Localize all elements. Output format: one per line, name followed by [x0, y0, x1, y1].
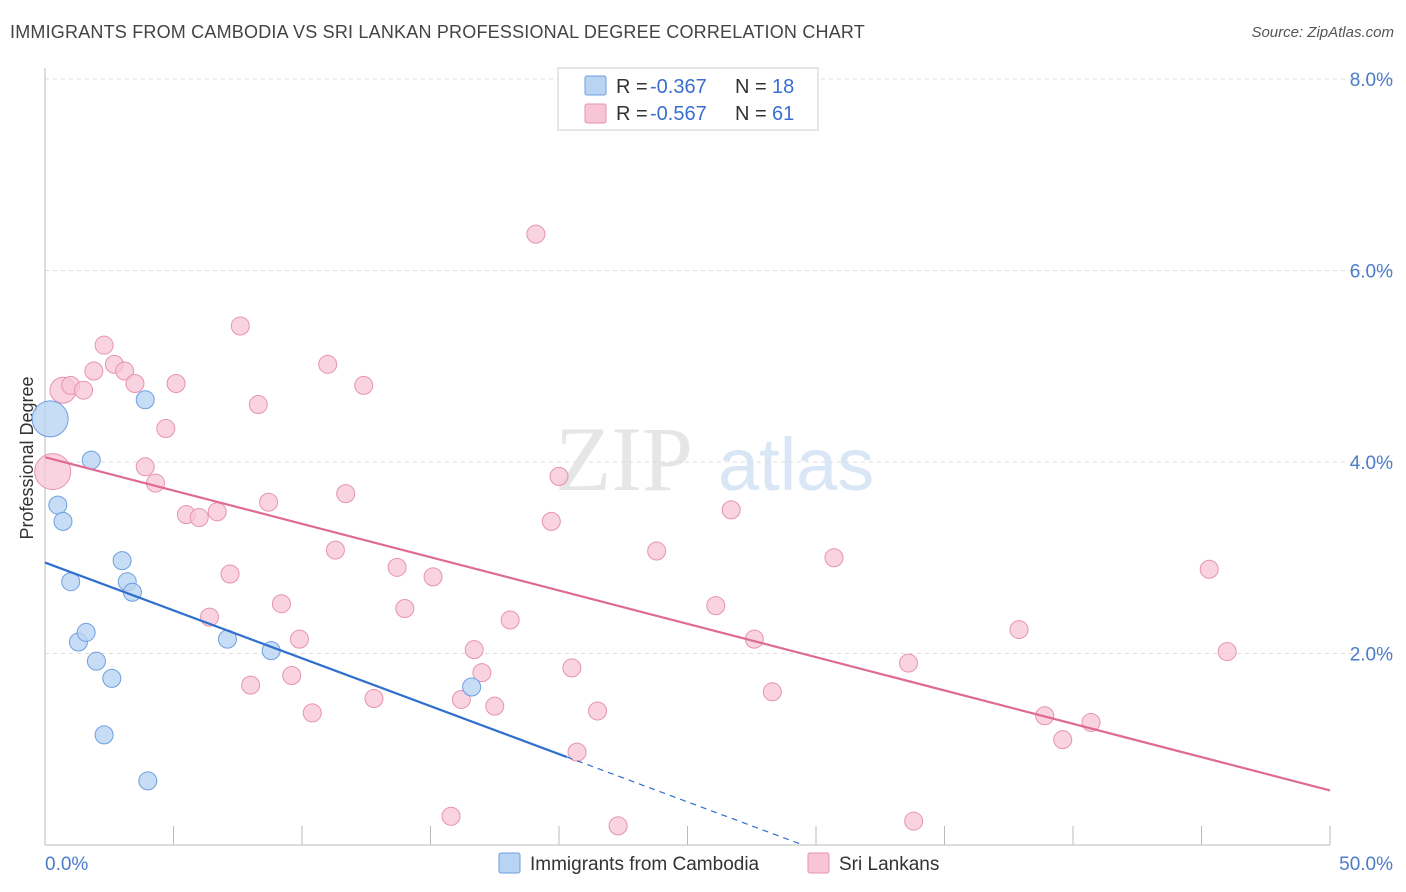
srilanka-point: [241, 675, 261, 695]
legend-n-label-cambodia: N =: [735, 76, 767, 98]
srilanka-point: [166, 373, 186, 393]
srilanka-point: [1053, 730, 1073, 750]
series-legend: Immigrants from Cambodia Sri Lankans: [498, 852, 939, 875]
chart-title: IMMIGRANTS FROM CAMBODIA VS SRI LANKAN P…: [10, 22, 865, 42]
srilanka-point: [189, 508, 209, 528]
y-tick-label: 6.0%: [1350, 262, 1393, 283]
srilanka-point: [146, 473, 166, 493]
srilanka-point: [549, 466, 569, 486]
legend-n-value-srilanka: 61: [772, 103, 794, 125]
legend-n-value-cambodia: 18: [772, 76, 794, 98]
srilanka-point: [464, 640, 484, 660]
cambodia-point: [86, 651, 106, 671]
srilanka-swatch: [584, 103, 607, 124]
gridlines: [45, 78, 1393, 654]
watermark-atlas: atlas: [718, 423, 874, 506]
watermark-zip: ZIP: [555, 408, 693, 510]
cambodia-point: [102, 668, 122, 688]
cambodia-point: [112, 551, 132, 571]
srilanka-point: [395, 598, 415, 618]
srilanka-point: [115, 361, 135, 381]
sri-lankans-points: [34, 224, 1237, 836]
srilanka-point: [289, 629, 309, 649]
srilanka-point: [647, 541, 667, 561]
srilanka-point: [207, 502, 227, 522]
srilanka-point: [84, 361, 104, 381]
cambodia-trend-line: [44, 561, 568, 758]
cambodia-point: [462, 677, 482, 697]
srilanka-point: [156, 418, 176, 438]
srilanka-point: [1009, 620, 1029, 640]
srilanka-point: [706, 596, 726, 616]
cambodia-points: [31, 390, 482, 791]
srilanka-point: [282, 666, 302, 686]
srilanka-point: [485, 696, 505, 716]
srilanka-point: [318, 354, 338, 374]
y-axis-label: Professional Degree: [17, 376, 37, 539]
srilanka-point: [74, 380, 94, 400]
srilanka-point: [354, 375, 374, 395]
srilanka-point: [588, 701, 608, 721]
srilanka-point: [472, 663, 492, 683]
srilanka-point: [423, 567, 443, 587]
y-tick-label: 4.0%: [1350, 453, 1393, 474]
legend-r-label-srilanka: R =: [616, 103, 648, 125]
y-tick-label: 8.0%: [1350, 70, 1393, 91]
cambodia-point: [81, 450, 101, 470]
srilanka-point: [500, 610, 520, 630]
srilanka-point: [325, 540, 345, 560]
srilanka-point: [135, 457, 155, 477]
legend-r-value-srilanka: -0.567: [650, 103, 707, 125]
srilanka-point: [259, 492, 279, 512]
cambodia-point: [138, 771, 158, 791]
srilanka-point: [608, 816, 628, 836]
srilanka-point: [94, 335, 114, 355]
srilanka-point: [387, 557, 407, 577]
cambodia-point: [76, 622, 96, 642]
x-tick-label-min: 0.0%: [45, 854, 88, 875]
srilanka-point: [302, 703, 322, 723]
cambodia-swatch: [584, 75, 607, 96]
srilanka-point: [721, 500, 741, 520]
legend-cambodia-swatch: [498, 852, 521, 874]
srilanka-point: [271, 594, 291, 614]
legend-n-label-srilanka: N =: [735, 103, 767, 125]
srilanka-point: [248, 395, 268, 415]
srilanka-trend-line: [44, 456, 1331, 792]
cambodia-point: [135, 390, 155, 410]
srilanka-point: [904, 811, 924, 831]
cambodia-point: [48, 495, 68, 515]
cambodia-point: [53, 511, 73, 531]
srilanka-point: [451, 689, 471, 709]
cambodia-trend-extension: [566, 756, 804, 846]
srilanka-point: [125, 373, 145, 393]
cambodia-point: [94, 725, 114, 745]
srilanka-point: [824, 548, 844, 568]
srilanka-point: [541, 511, 561, 531]
cambodia-point: [31, 400, 69, 438]
srilanka-point: [562, 658, 582, 678]
legend-srilanka-label: Sri Lankans: [839, 854, 939, 875]
srilanka-point: [1217, 642, 1237, 662]
legend-r-label-cambodia: R =: [616, 76, 648, 98]
srilanka-point: [1199, 559, 1219, 579]
srilanka-point: [762, 682, 782, 702]
tick-labels: 2.0% 4.0% 6.0% 8.0% 0.0% 50.0%: [45, 70, 1393, 875]
srilanka-point: [336, 484, 356, 504]
source-label: Source: ZipAtlas.com: [1251, 24, 1394, 41]
srilanka-point: [364, 689, 384, 709]
srilanka-point: [441, 806, 461, 826]
y-tick-label: 2.0%: [1350, 645, 1393, 666]
srilanka-point: [526, 224, 546, 244]
stats-legend: R = -0.367 N = 18 R = -0.567 N = 61: [557, 67, 819, 131]
legend-r-value-cambodia: -0.367: [650, 76, 707, 98]
legend-cambodia-label: Immigrants from Cambodia: [530, 854, 760, 875]
x-tick-label-max: 50.0%: [1339, 854, 1393, 875]
trend-lines: [44, 456, 1331, 846]
srilanka-point: [220, 564, 240, 584]
legend-srilanka-swatch: [807, 852, 830, 874]
srilanka-point: [230, 316, 250, 336]
srilanka-point: [899, 653, 919, 673]
